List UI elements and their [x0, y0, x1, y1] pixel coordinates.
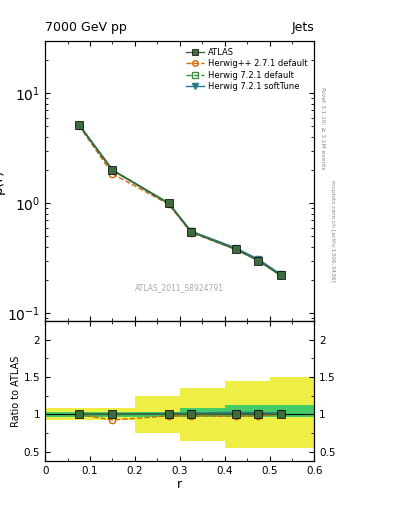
Text: mcplots.cern.ch [arXiv:1306.3436]: mcplots.cern.ch [arXiv:1306.3436]	[330, 180, 335, 281]
Text: 7000 GeV pp: 7000 GeV pp	[45, 21, 127, 34]
Text: Rivet 3.1.10; ≥ 3.1M events: Rivet 3.1.10; ≥ 3.1M events	[320, 87, 325, 169]
Text: ATLAS_2011_S8924791: ATLAS_2011_S8924791	[135, 283, 224, 292]
Y-axis label: ρ(r): ρ(r)	[0, 168, 4, 194]
X-axis label: r: r	[177, 478, 182, 492]
Y-axis label: Ratio to ATLAS: Ratio to ATLAS	[11, 355, 21, 426]
Text: Jets: Jets	[292, 21, 314, 34]
Legend: ATLAS, Herwig++ 2.7.1 default, Herwig 7.2.1 default, Herwig 7.2.1 softTune: ATLAS, Herwig++ 2.7.1 default, Herwig 7.…	[183, 45, 310, 94]
